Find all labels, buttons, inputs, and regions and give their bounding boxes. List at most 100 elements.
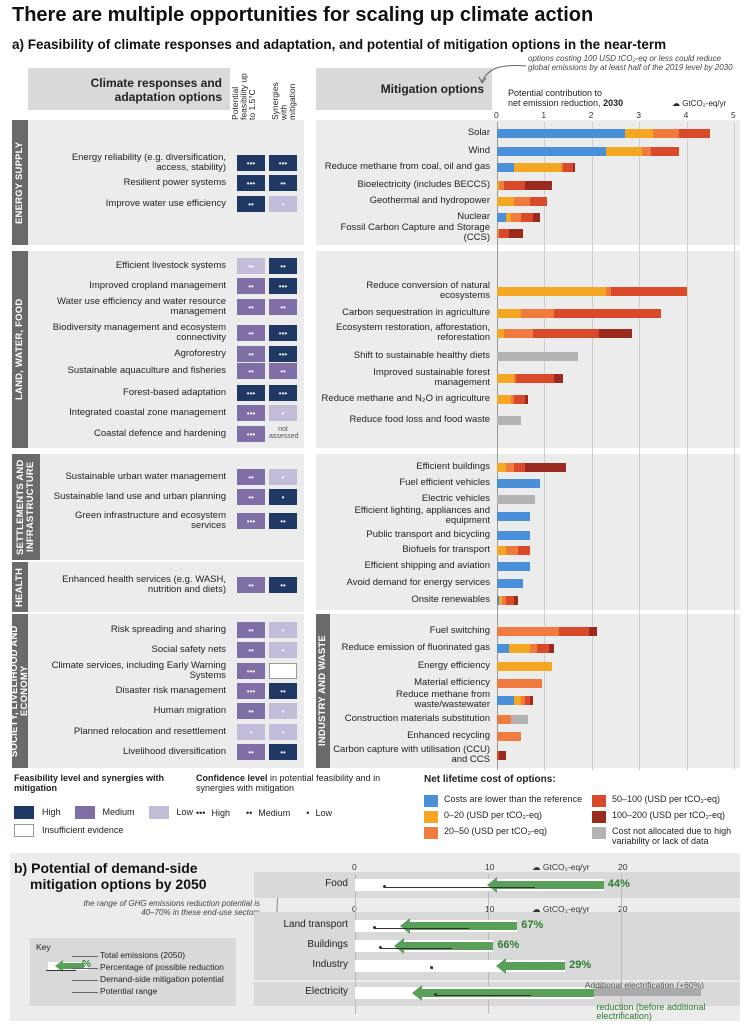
mitigation-label: Reduce methane and N₂O in agriculture [321,393,490,405]
synergy-cell: •• [269,577,297,593]
adaptation-label: Planned relocation and resettlement [73,726,226,738]
percent-reduction: 44% [607,878,630,890]
electricity-suffix: reduction (before additional electrifica… [596,1002,706,1022]
legend-confidence-rest: in potential feasibility and in synergie… [196,773,381,793]
legend-confidence-bold: Confidence level [196,773,268,783]
part-b-unit: ☁ GtCO₂-eq/yr [532,862,590,872]
part-b-unit: ☁ GtCO₂-eq/yr [532,904,590,914]
legend-confidence-levels: ••• High •• Medium • Low [196,808,332,819]
cost-label: 0–20 (USD per tCO₂-eq) [444,810,543,820]
part-a-label: a) [12,37,25,52]
axis-tick-label: 0 [494,110,499,120]
feasibility-cell: ••• [237,405,265,421]
bar-segment [497,416,521,425]
bar-segment [549,644,554,653]
synergy-cell: ••• [269,346,297,362]
mitigation-label: Fuel switching [429,625,490,637]
bar-segment [513,374,516,383]
bar-segment [497,546,507,555]
bar-segment [497,627,559,636]
potential-arrow [408,922,518,930]
key-leader [72,992,98,993]
bar-segment [506,463,514,472]
unit-text: GtCO₂-eq/yr [682,99,727,108]
cost-label: Costs are lower than the reference [444,794,583,804]
synergy-cell: •• [269,513,297,529]
adaptation-header-box: Climate responses and adaptation options [28,68,230,110]
bar-segment [497,732,521,741]
mitigation-label: Reduce methane from coal, oil and gas [324,161,490,173]
bar-segment [651,147,680,156]
bar-segment [497,147,607,156]
potential-range [373,928,470,929]
mitigation-label: Onsite renewables [411,594,490,606]
bar-segment [530,696,533,705]
mitigation-label: Geothermal and hydropower [369,195,490,207]
axis-tick-label: 5 [731,110,736,120]
synergy-cell: •• [269,299,297,315]
bar-segment [558,627,590,636]
mitigation-label: Wind [468,145,490,157]
potential-arrow-head [486,877,497,893]
conf-med: Medium [258,808,291,818]
range-dot [379,946,383,949]
adaptation-label: Integrated coastal zone management [69,407,226,419]
not-assessed-label: not assessed [269,426,299,440]
mitigation-label: Electric vehicles [421,493,490,505]
bar-segment [497,352,578,361]
percent-reduction: 29% [569,959,592,971]
mitigation-label: Carbon capture with utilisation (CCU) an… [333,744,490,765]
part-b-tick: 10 [485,904,495,914]
potential-arrow-head [495,958,506,974]
col-feasibility-label: Potential feasibility up to 1.5°C [230,73,258,120]
bar-segment [589,627,597,636]
feasibility-cell: •• [237,278,265,294]
bar-segment [511,715,528,724]
bar-segment [497,463,507,472]
feasibility-cell: •• [237,346,265,362]
mitigation-label: Carbon sequestration in agriculture [342,307,490,319]
potential-year: 2030 [603,98,624,109]
bar-segment [508,644,531,653]
adaptation-label: Disaster risk management [115,685,226,697]
axis-tick-label: 4 [683,110,689,120]
bar-segment [513,197,531,206]
key-leader [72,956,98,957]
bar-segment [511,213,521,222]
key-item: Total emissions (2050) [100,950,186,960]
section-label: LAND, WATER, FOOD [12,251,28,448]
feasibility-cell: •• [237,577,265,593]
bar-segment [497,181,500,190]
synergy-cell: • [269,622,297,638]
bar-segment [497,512,531,521]
adaptation-label: Efficient livestock systems [115,260,226,272]
mitigation-label: Ecosystem restoration, afforestation, re… [335,322,490,343]
potential-arrow [401,942,494,950]
cost-swatch [592,811,606,823]
mitigation-label: Solar [467,127,490,139]
feasibility-cell: ••• [237,385,265,401]
part-b-category: Buildings [307,939,348,950]
synergy-cell: • [269,196,297,212]
potential-title-2: net emission reduction, [508,98,601,109]
potential-range [434,995,531,996]
bar-segment [497,329,505,338]
part-a-title: a) Feasibility of climate responses and … [12,37,666,52]
bar-segment [499,596,502,605]
percent-reduction: 66% [497,939,520,951]
key-item: Potential range [100,986,158,996]
cost-label: 20–50 (USD per tCO₂-eq) [444,826,548,836]
cost-label: Cost not allocated due to high variabili… [612,826,732,846]
part-b-category: Electricity [305,986,348,997]
col-synergy-header: Synergies with mitigation [269,68,299,120]
part-b-title-2: mitigation options by 2050 [30,876,207,893]
legend-feas-levels: High Medium Low [14,806,193,819]
mitigation-panel [316,614,740,768]
adaptation-label: Human migration [153,705,226,717]
range-dot [433,993,437,996]
legend-low-swatch [148,806,169,819]
note-arrow [478,65,527,84]
key-item: Percentage of possible reduction [100,962,224,972]
feasibility-cell: •• [237,299,265,315]
gridline [544,122,546,770]
